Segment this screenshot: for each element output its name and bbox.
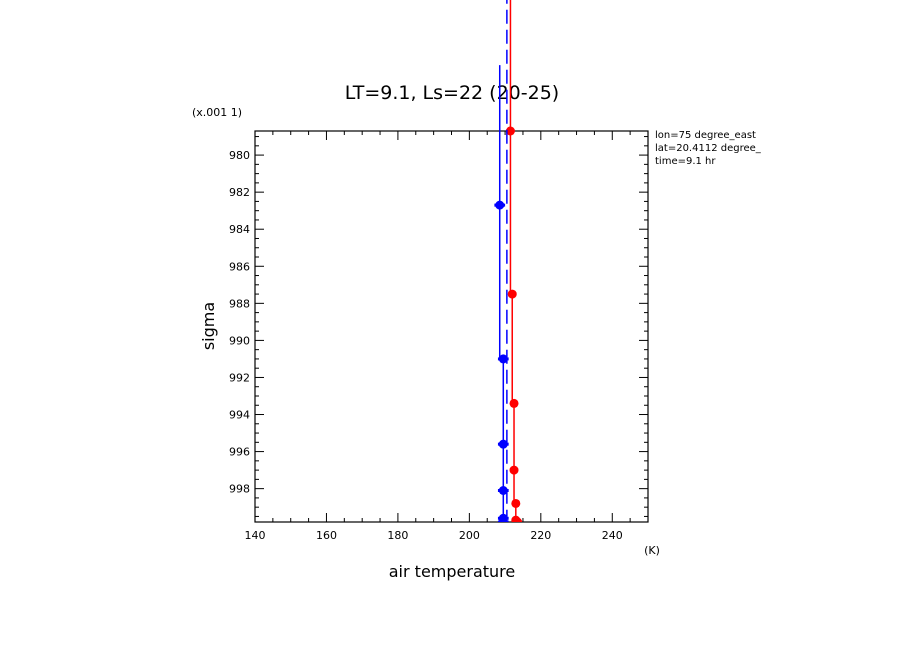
data-point [498, 485, 508, 495]
y-tick-label: 998 [229, 483, 250, 496]
annotation-line: time=9.1 hr [655, 156, 716, 167]
y-tick-label: 980 [229, 149, 250, 162]
x-tick-label: 240 [602, 529, 623, 542]
data-point [509, 398, 519, 408]
y-scale-note: (x.001 1) [192, 106, 242, 119]
annotation-line: lon=75 degree_east [655, 130, 756, 141]
plot-frame [254, 130, 649, 523]
x-tick-label: 180 [387, 529, 408, 542]
y-tick-label: 988 [229, 297, 250, 310]
data-point [505, 126, 515, 136]
series-line [509, 0, 518, 522]
x-tick-label: 160 [316, 529, 337, 542]
data-point [511, 498, 521, 508]
y-tick-label: 982 [229, 186, 250, 199]
y-tick-label: 992 [229, 371, 250, 384]
data-point [498, 439, 508, 449]
series-layer [494, 0, 523, 522]
annotation-line: lat=20.4112 degree_ [655, 143, 762, 154]
data-point [498, 517, 508, 522]
annotations: lon=75 degree_east lat=20.4112 degree_tim… [655, 130, 762, 167]
y-tick-label: 986 [229, 260, 250, 273]
x-unit-label: (K) [644, 544, 660, 557]
x-tick-label: 220 [530, 529, 551, 542]
data-point [509, 465, 519, 475]
data-point [513, 517, 523, 522]
data-point [498, 354, 508, 364]
x-axis-ticks: 140 160 180 200 220 240 [245, 131, 649, 542]
y-tick-label: 994 [229, 409, 250, 422]
y-axis-label: sigma [199, 302, 218, 350]
data-point [495, 200, 505, 210]
data-point [507, 289, 517, 299]
chart-title: LT=9.1, Ls=22 (20-25) [345, 82, 559, 104]
series-line [498, 65, 505, 522]
y-tick-label: 996 [229, 446, 250, 459]
x-tick-label: 140 [245, 529, 266, 542]
x-axis-label: air temperature [389, 562, 515, 581]
y-tick-label: 984 [229, 223, 250, 236]
x-tick-label: 200 [459, 529, 480, 542]
y-tick-label: 990 [229, 334, 250, 347]
y-axis-ticks: 980 982 984 986 988 990 992 994 996 998 [229, 136, 648, 517]
